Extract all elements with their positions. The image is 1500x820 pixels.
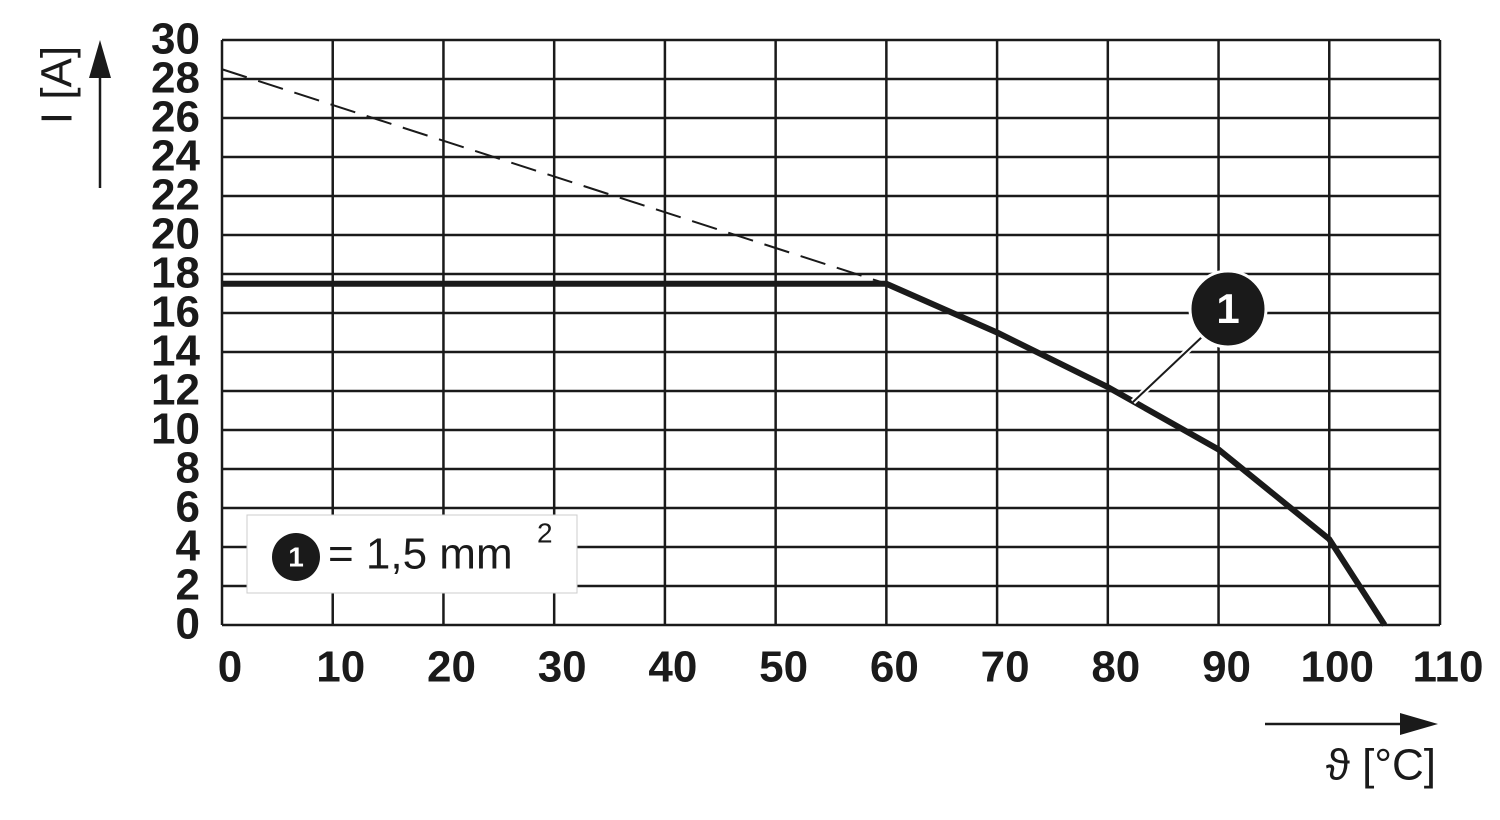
x-tick-label: 70 (981, 643, 1030, 692)
y-tick-label: 2 (176, 561, 200, 610)
y-tick-label: 10 (151, 405, 200, 454)
x-tick-label: 10 (316, 643, 365, 692)
y-tick-label: 24 (151, 132, 200, 181)
y-axis-label: I [A] (33, 46, 82, 124)
curve (222, 280, 1388, 627)
y-tick-label: 26 (151, 93, 200, 142)
dashed-line (221, 68, 887, 285)
y-axis-arrowhead (89, 40, 111, 78)
y-tick-label: 18 (151, 249, 200, 298)
x-axis-arrowhead (1400, 713, 1438, 735)
y-tick-label: 4 (176, 522, 201, 571)
y-tick-label: 14 (151, 327, 200, 376)
legend-marker (272, 533, 320, 581)
x-tick-label: 0 (218, 643, 242, 692)
x-tick-label: 90 (1202, 643, 1251, 692)
callout-circle (1188, 269, 1268, 349)
y-tick-label: 6 (176, 483, 200, 532)
y-tick-label: 30 (151, 15, 200, 64)
x-tick-label: 20 (427, 643, 476, 692)
callout-label: 1 (1216, 285, 1239, 332)
x-tick-label: 100 (1301, 643, 1374, 692)
y-tick-label: 28 (151, 54, 200, 103)
x-tick-label: 80 (1091, 643, 1140, 692)
x-tick-label: 50 (759, 643, 808, 692)
y-tick-label: 16 (151, 288, 200, 337)
y-tick-label: 22 (151, 171, 200, 220)
x-axis-label: ϑ [°C] (1326, 741, 1436, 790)
x-tick-label: 40 (648, 643, 697, 692)
x-tick-label: 30 (538, 643, 587, 692)
legend-text: = 1,5 mm (328, 530, 513, 579)
legend-superscript: 2 (537, 517, 553, 548)
x-tick-label: 60 (870, 643, 919, 692)
legend-marker-label: 1 (288, 541, 304, 572)
callout-leader (1132, 335, 1204, 403)
y-tick-label: 0 (176, 600, 200, 649)
y-tick-label: 20 (151, 210, 200, 259)
y-tick-label: 12 (151, 366, 200, 415)
x-tick-label: 110 (1413, 643, 1484, 692)
y-tick-label: 8 (176, 444, 200, 493)
